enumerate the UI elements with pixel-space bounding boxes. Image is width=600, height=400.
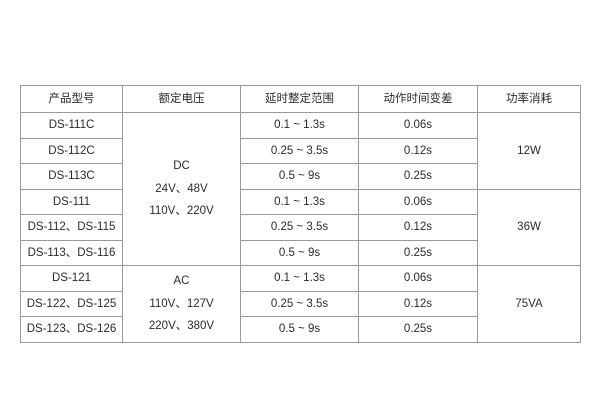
- specification-table: 产品型号 额定电压 延时整定范围 动作时间变差 功率消耗 DS-111C DC …: [20, 85, 581, 343]
- table-row: DS-112、DS-115 0.25 ~ 3.5s 0.12s: [20, 214, 581, 241]
- specification-table-container: 产品型号 额定电压 延时整定范围 动作时间变差 功率消耗 DS-111C DC …: [20, 85, 581, 343]
- voltage-line: 24V、48V: [155, 182, 208, 195]
- table-row: DS-122、DS-125 0.25 ~ 3.5s 0.12s: [20, 290, 581, 317]
- cell-delay: 0.1 ~ 1.3s: [240, 112, 359, 139]
- table-row: DS-123、DS-126 0.5 ~ 9s 0.25s: [20, 316, 581, 343]
- cell-voltage-dc: DC 24V、48V 110V、220V: [122, 112, 241, 266]
- cell-model: DS-121: [20, 265, 123, 292]
- cell-delay: 0.25 ~ 3.5s: [240, 214, 359, 241]
- column-header-voltage: 额定电压: [122, 85, 241, 113]
- cell-variation: 0.25s: [358, 239, 478, 266]
- column-header-delay: 延时整定范围: [240, 85, 359, 113]
- cell-variation: 0.12s: [358, 290, 478, 317]
- table-header: 产品型号 额定电压 延时整定范围 动作时间变差 功率消耗: [20, 85, 581, 113]
- table-row: DS-121 AC 110V、127V 220V、380V 0.1 ~ 1.3s…: [20, 265, 581, 343]
- cell-model: DS-113C: [20, 163, 123, 190]
- cell-variation: 0.25s: [358, 163, 478, 190]
- column-header-power: 功率消耗: [477, 85, 581, 113]
- cell-variation: 0.12s: [358, 214, 478, 241]
- table-row: DS-113、DS-116 0.5 ~ 9s 0.25s: [20, 239, 581, 266]
- table-header-row: 产品型号 额定电压 延时整定范围 动作时间变差 功率消耗: [20, 85, 581, 113]
- cell-delay: 0.5 ~ 9s: [240, 239, 359, 266]
- cell-variation: 0.06s: [358, 265, 478, 292]
- cell-delay: 0.1 ~ 1.3s: [240, 265, 359, 292]
- cell-power-75va: 75VA: [477, 265, 581, 343]
- cell-variation: 0.25s: [358, 316, 478, 343]
- cell-model: DS-123、DS-126: [20, 316, 123, 343]
- cell-delay: 0.5 ~ 9s: [240, 163, 359, 190]
- table-body: DS-111C DC 24V、48V 110V、220V 0.1 ~ 1.3s …: [20, 112, 581, 343]
- table-row: DS-112C 0.25 ~ 3.5s 0.12s: [20, 137, 581, 164]
- cell-model: DS-122、DS-125: [20, 290, 123, 317]
- cell-delay: 0.1 ~ 1.3s: [240, 188, 359, 215]
- cell-power-12w: 12W: [477, 112, 581, 190]
- cell-delay: 0.25 ~ 3.5s: [240, 290, 359, 317]
- table-row: DS-113C 0.5 ~ 9s 0.25s: [20, 163, 581, 190]
- cell-delay: 0.5 ~ 9s: [240, 316, 359, 343]
- cell-voltage-ac: AC 110V、127V 220V、380V: [122, 265, 241, 343]
- cell-model: DS-112、DS-115: [20, 214, 123, 241]
- table-row: DS-111 0.1 ~ 1.3s 0.06s 36W: [20, 188, 581, 266]
- cell-model: DS-111: [20, 188, 123, 215]
- table-row: DS-111C DC 24V、48V 110V、220V 0.1 ~ 1.3s …: [20, 112, 581, 266]
- cell-delay: 0.25 ~ 3.5s: [240, 137, 359, 164]
- column-header-model: 产品型号: [20, 85, 123, 113]
- voltage-line: AC: [173, 275, 190, 288]
- voltage-line: 110V、127V: [149, 297, 214, 310]
- cell-variation: 0.06s: [358, 112, 478, 139]
- cell-model: DS-112C: [20, 137, 123, 164]
- cell-model: DS-113、DS-116: [20, 239, 123, 266]
- cell-model: DS-111C: [20, 112, 123, 139]
- voltage-line: 110V、220V: [149, 205, 214, 218]
- cell-variation: 0.12s: [358, 137, 478, 164]
- cell-power-36w: 36W: [477, 188, 581, 266]
- voltage-line: 220V、380V: [148, 319, 215, 332]
- column-header-variation: 动作时间变差: [358, 85, 478, 113]
- cell-variation: 0.06s: [358, 188, 478, 215]
- voltage-line: DC: [173, 160, 190, 173]
